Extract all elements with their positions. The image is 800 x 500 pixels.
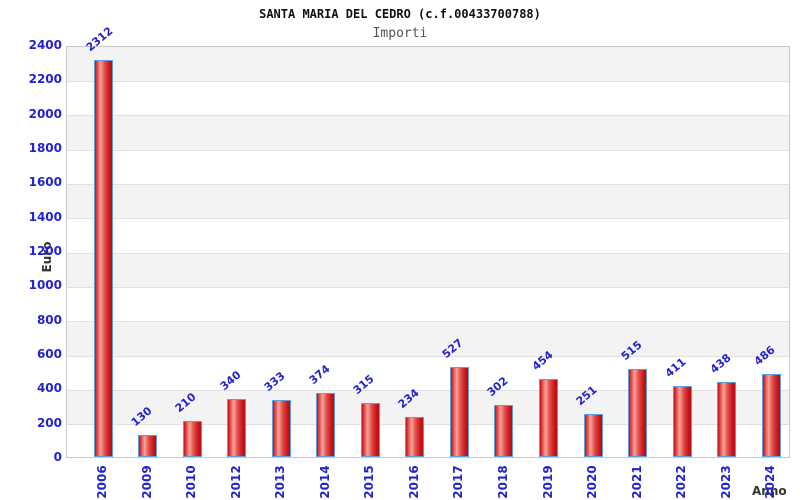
gridline: [67, 286, 789, 288]
y-tick-label: 2200: [28, 72, 62, 87]
bar-value-label: 411: [662, 355, 689, 381]
gridline: [67, 115, 789, 117]
x-tick-label: 2017: [451, 465, 466, 499]
bar-value-label: 374: [306, 362, 333, 387]
gridline: [67, 80, 789, 82]
x-tick-label: 2009: [139, 465, 154, 499]
bar-value-label: 454: [529, 348, 556, 374]
gridline: [67, 218, 789, 220]
y-tick-label: 1200: [28, 244, 62, 258]
y-tick-label: 600: [36, 347, 62, 361]
x-tick-label: 2021: [629, 465, 644, 499]
bar-value-label: 302: [484, 374, 511, 400]
bar-2010: [182, 420, 202, 457]
bar-value-label: 515: [618, 337, 645, 363]
y-tick-label: 1600: [28, 175, 62, 190]
gridline: [67, 321, 789, 323]
bar-2021: [628, 368, 648, 457]
gridline: [67, 183, 789, 185]
bar-2022: [672, 386, 692, 457]
y-tick-label: 800: [36, 312, 62, 327]
bar-2014: [316, 392, 336, 457]
y-tick-label: 200: [36, 415, 62, 430]
plot-area: 2312 130 210 340 333 374 315 234 527 302 454 251 515…: [66, 24, 790, 458]
x-tick-label: 2020: [585, 465, 600, 499]
bar-value-label: 527: [440, 335, 466, 361]
bar-2016: [405, 416, 425, 457]
y-tick-label: 2000: [28, 106, 62, 121]
bar-2013: [271, 399, 291, 457]
bar-2023: [717, 381, 737, 457]
bar-2020: [583, 413, 603, 457]
gridline: [67, 252, 789, 254]
bar-2006: [93, 60, 113, 457]
bar-value-label: 210: [172, 390, 199, 415]
x-tick-label: 2016: [406, 465, 421, 499]
bar-2019: [539, 379, 558, 457]
chart-subtitle: Importi: [372, 26, 428, 41]
x-tick-label: 2019: [540, 465, 555, 499]
x-tick-label: 2023: [718, 465, 733, 499]
bar-2015: [360, 402, 380, 457]
y-tick-label: 1000: [28, 278, 62, 293]
x-tick-label: 2013: [273, 465, 288, 499]
gridline: [67, 424, 789, 426]
y-tick-label: 2400: [28, 38, 62, 52]
x-tick-label: 2018: [495, 465, 510, 499]
x-tick-label: 2024: [763, 465, 778, 499]
bar-2018: [494, 405, 514, 457]
x-tick-label: 2022: [674, 465, 689, 499]
y-tick-label: 1400: [28, 209, 62, 224]
bar-value-label: 486: [751, 342, 778, 368]
bar-2024: [761, 373, 781, 457]
x-tick-label: 2010: [184, 465, 199, 499]
y-tick-label: 1800: [28, 141, 62, 155]
gridline: [67, 355, 789, 357]
x-axis-label: Anno: [752, 484, 787, 498]
x-tick-label: 2006: [95, 465, 109, 499]
x-tick-label: 2012: [228, 465, 243, 499]
bar-2012: [227, 398, 247, 457]
x-tick-label: 2014: [317, 465, 332, 499]
bar-value-label: 315: [350, 372, 377, 397]
x-tick-label: 2015: [362, 465, 377, 499]
gridline: [67, 389, 789, 391]
y-tick-label: 400: [36, 381, 62, 396]
bar-value-label: 251: [573, 383, 600, 408]
gridline: [67, 149, 789, 151]
y-tick-label: 0: [53, 450, 62, 464]
bar-2017: [449, 366, 469, 457]
chart-title: SANTA MARIA DEL CEDRO (c.f.00433700788): [259, 7, 541, 21]
bar-2009: [138, 434, 158, 457]
